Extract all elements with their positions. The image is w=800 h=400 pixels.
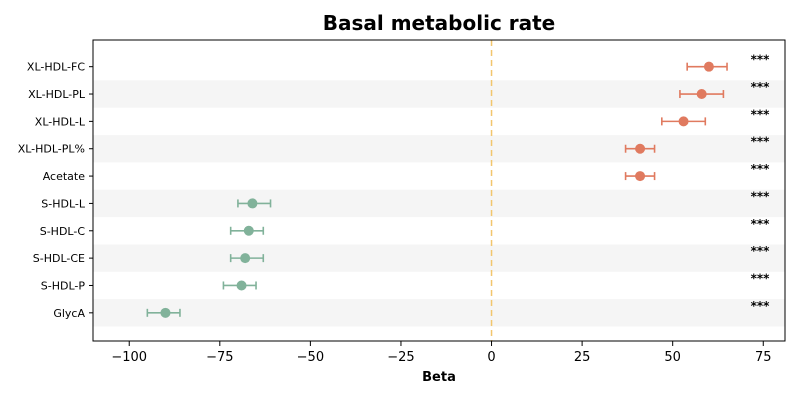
row-band	[93, 80, 785, 108]
beta-point	[703, 61, 714, 72]
row-band	[93, 189, 785, 218]
category-label: XL-HDL-FC	[27, 61, 85, 74]
category-label: S-HDL-P	[41, 279, 86, 292]
category-label: XL-HDL-PL	[28, 88, 86, 101]
data-marks: *** *** *** *** *** *** *** *** *** ***	[146, 53, 771, 318]
beta-point	[243, 225, 254, 236]
category-label: XL-HDL-PL%	[18, 143, 85, 156]
category-label: S-HDL-L	[41, 197, 86, 210]
chart-title: Basal metabolic rate	[323, 11, 556, 35]
beta-point	[236, 280, 247, 291]
x-tick-label: −25	[387, 350, 414, 365]
y-axis: XL-HDL-FC XL-HDL-PL XL-HDL-L XL-HDL-PL% Acet…	[18, 61, 93, 320]
beta-point	[678, 116, 689, 127]
row-band	[93, 299, 785, 327]
x-tick-label: 75	[755, 350, 772, 365]
x-tick-label: −75	[206, 350, 233, 365]
significance-label: ***	[751, 244, 771, 258]
beta-point	[635, 171, 646, 182]
beta-point	[240, 253, 251, 264]
category-label: S-HDL-C	[40, 225, 86, 238]
x-tick-label: 25	[574, 350, 591, 365]
x-tick-label: −100	[111, 350, 147, 365]
beta-point	[635, 143, 646, 154]
x-axis-label: Beta	[422, 370, 456, 385]
beta-point	[160, 307, 171, 318]
category-label: GlycA	[53, 307, 85, 320]
significance-label: ***	[751, 189, 771, 203]
x-tick-label: −50	[297, 350, 324, 365]
plot-frame	[92, 39, 786, 342]
significance-label: ***	[751, 162, 771, 176]
category-label: S-HDL-CE	[33, 252, 85, 265]
category-label: Acetate	[43, 170, 86, 183]
beta-point	[696, 89, 707, 100]
category-label: XL-HDL-L	[35, 115, 86, 128]
significance-label: ***	[751, 107, 771, 121]
significance-label: ***	[751, 80, 771, 94]
x-axis: −100 −75 −50 −25 0 25 50 75	[111, 341, 772, 365]
x-tick-label: 50	[664, 350, 681, 365]
significance-label: ***	[751, 53, 771, 67]
significance-label: ***	[751, 299, 771, 313]
significance-label: ***	[751, 135, 771, 149]
significance-label: ***	[751, 217, 771, 231]
row-bands	[93, 80, 785, 327]
beta-point	[247, 198, 258, 209]
row-band	[93, 244, 785, 272]
significance-label: ***	[751, 271, 771, 285]
row-band	[93, 135, 785, 163]
x-tick-label: 0	[487, 350, 495, 365]
